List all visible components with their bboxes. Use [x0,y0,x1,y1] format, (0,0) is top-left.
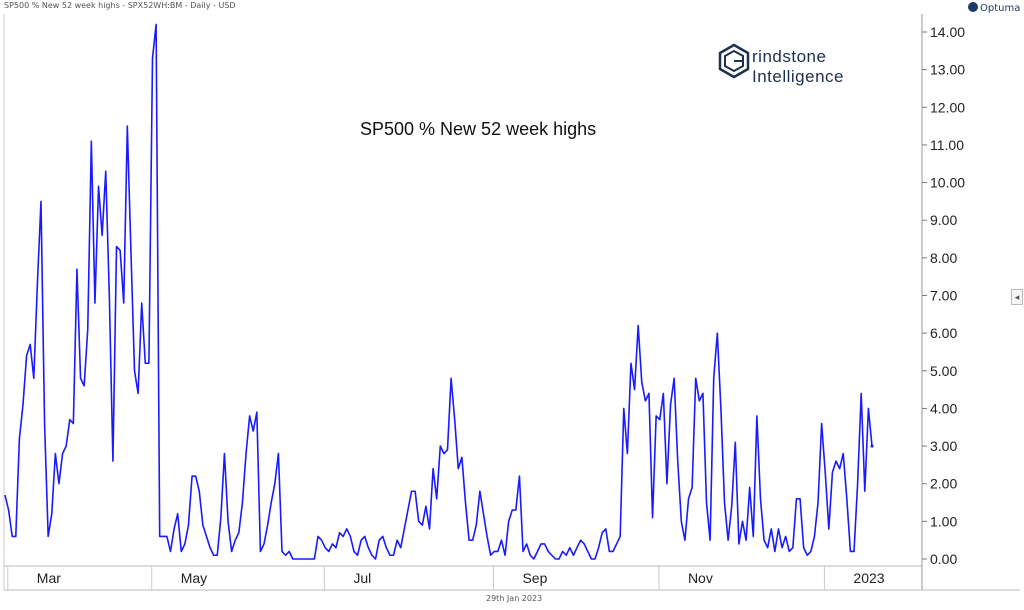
y-tick-label: 10.00 [930,175,965,191]
y-tick-label: 2.00 [930,476,957,492]
y-tick-label: 1.00 [930,513,957,529]
x-tick-label: 2023 [853,570,884,586]
y-tick-label: 14.00 [930,24,965,40]
hexagon-g-icon [718,43,750,79]
y-tick-label: 12.00 [930,99,965,115]
x-tick-label: Nov [688,570,713,586]
y-tick-label: 4.00 [930,400,957,416]
y-tick-label: 9.00 [930,212,957,228]
x-tick-label: Sep [522,570,547,586]
footer-date: 29th Jan 2023 [486,594,543,603]
series-info: SP500 % New 52 week highs - SPX52WH:BM -… [4,1,236,10]
watermark-logo: rindstone Intelligence [718,43,858,89]
y-tick-label: 13.00 [930,62,965,78]
watermark-line2: Intelligence [752,67,845,86]
x-tick-label: May [181,570,207,586]
y-tick-label: 7.00 [930,288,957,304]
chart-title: SP500 % New 52 week highs [360,119,597,139]
y-tick-label: 11.00 [930,137,964,153]
optuma-logo-icon [968,2,978,12]
collapse-panel-button[interactable]: ◂ [1011,289,1023,305]
watermark-line1: rindstone [752,47,827,66]
last-point [870,444,874,448]
brand-logo: Optuma [968,2,1020,14]
y-tick-label: 0.00 [930,551,957,567]
x-tick-label: Mar [37,570,61,586]
y-tick-label: 3.00 [930,438,957,454]
y-tick-label: 8.00 [930,250,957,266]
y-tick-label: 5.00 [930,363,957,379]
y-tick-label: 6.00 [930,325,957,341]
x-tick-label: Jul [353,570,371,586]
brand-name: Optuma [980,3,1021,14]
series-line [4,23,873,560]
